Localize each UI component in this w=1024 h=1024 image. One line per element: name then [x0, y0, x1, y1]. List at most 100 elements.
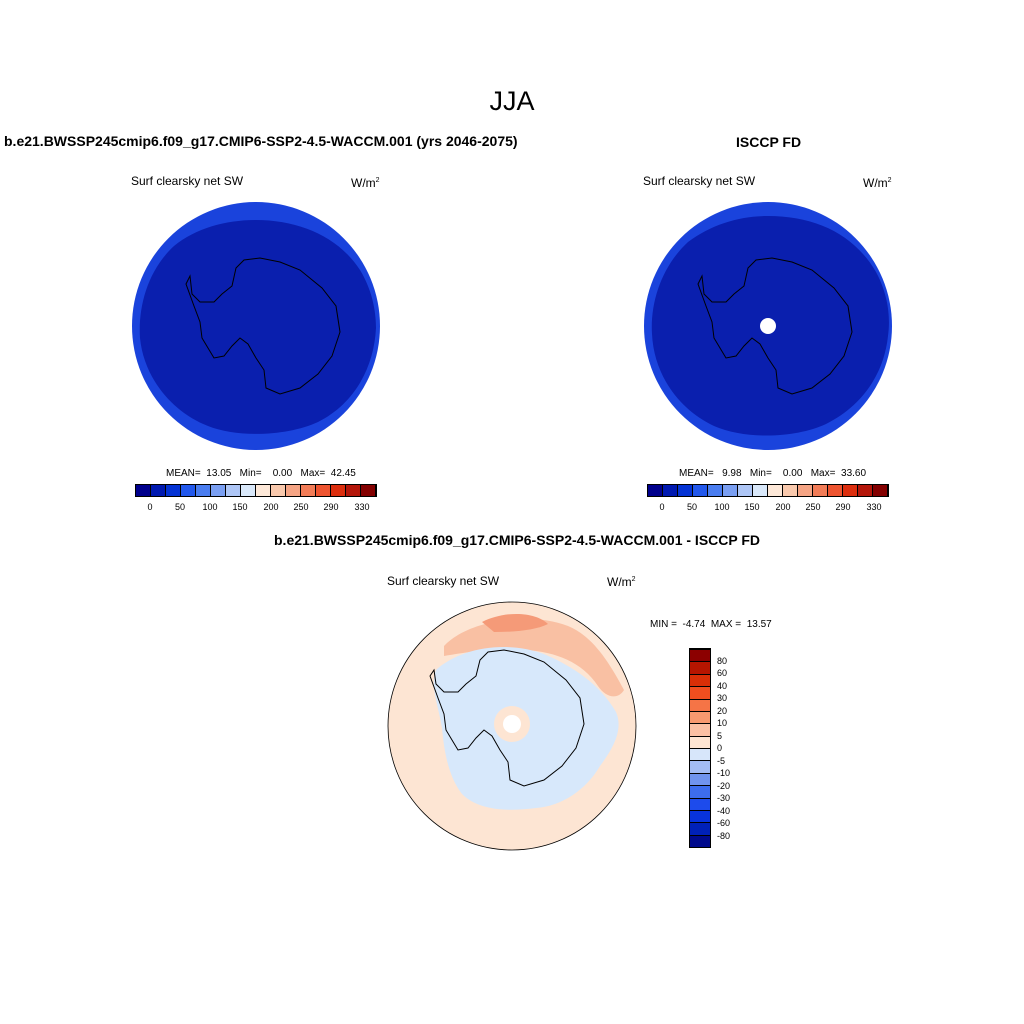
- tick-label: 150: [744, 502, 760, 512]
- diff-colorbar: [689, 648, 711, 848]
- left-antarctica-coastline: [185, 257, 341, 395]
- colorbar-swatch: [828, 485, 843, 496]
- tick-label: 100: [202, 502, 218, 512]
- tick-label: 60: [717, 668, 728, 678]
- colorbar-swatch: [690, 698, 710, 711]
- colorbar-swatch: [693, 485, 708, 496]
- right-polar-map: [644, 202, 892, 450]
- tick-label: 0: [147, 502, 153, 512]
- tick-label: -40: [717, 806, 731, 816]
- right-units-label: W/m2: [863, 176, 892, 190]
- colorbar-swatch: [690, 760, 710, 773]
- diff-panel-header: b.e21.BWSSP245cmip6.f09_g17.CMIP6-SSP2-4…: [274, 532, 761, 548]
- colorbar-swatch: [226, 485, 241, 496]
- colorbar-swatch: [690, 772, 710, 786]
- diff-polar-missing-data: [503, 715, 521, 733]
- colorbar-swatch: [690, 649, 710, 662]
- colorbar-swatch: [241, 485, 256, 496]
- colorbar-swatch: [690, 673, 710, 687]
- tick-label: 40: [717, 681, 728, 691]
- colorbar-swatch: [690, 735, 710, 748]
- diff-antarctica-coastline: [429, 649, 585, 787]
- tick-label: 200: [263, 502, 279, 512]
- colorbar-swatch: [331, 485, 346, 496]
- colorbar-swatch: [136, 485, 151, 496]
- colorbar-swatch: [783, 485, 798, 496]
- tick-label: -80: [717, 831, 731, 841]
- colorbar-swatch: [723, 485, 738, 496]
- colorbar-swatch: [708, 485, 723, 496]
- tick-label: -20: [717, 781, 731, 791]
- diff-colorbar-ticks: 80 60 40 30 20 10 5 0 -5 -10 -20 -30 -40…: [717, 648, 757, 848]
- colorbar-swatch: [843, 485, 858, 496]
- colorbar-swatch: [690, 710, 710, 724]
- right-variable-label: Surf clearsky net SW: [643, 174, 756, 188]
- colorbar-swatch: [690, 797, 710, 810]
- colorbar-swatch: [196, 485, 211, 496]
- left-map-inner-field: [139, 220, 376, 434]
- colorbar-swatch: [166, 485, 181, 496]
- tick-label: 250: [805, 502, 821, 512]
- colorbar-swatch: [690, 686, 710, 699]
- diff-positive-anomaly: [444, 618, 624, 697]
- colorbar-swatch: [690, 834, 710, 847]
- left-stats: MEAN= 13.05 Min= 0.00 Max= 42.45: [166, 468, 356, 479]
- colorbar-swatch: [690, 785, 710, 798]
- right-antarctica-coastline: [697, 257, 853, 395]
- colorbar-swatch: [690, 723, 710, 736]
- tick-label: 0: [659, 502, 665, 512]
- colorbar-swatch: [768, 485, 783, 496]
- colorbar-swatch: [690, 661, 710, 674]
- tick-label: -30: [717, 793, 731, 803]
- tick-label: -10: [717, 768, 731, 778]
- tick-label: 100: [714, 502, 730, 512]
- diff-minmax: MIN = -4.74 MAX = 13.57: [650, 619, 772, 630]
- colorbar-swatch: [798, 485, 813, 496]
- colorbar-swatch: [690, 822, 710, 835]
- tick-label: 200: [775, 502, 791, 512]
- tick-label: 330: [866, 502, 882, 512]
- colorbar-swatch: [753, 485, 768, 496]
- colorbar-swatch: [286, 485, 301, 496]
- right-stats: MEAN= 9.98 Min= 0.00 Max= 33.60: [679, 468, 867, 479]
- tick-label: -60: [717, 818, 731, 828]
- right-panel-header: ISCCP FD: [736, 134, 802, 150]
- colorbar-swatch: [181, 485, 196, 496]
- left-units-label: W/m2: [351, 176, 380, 190]
- tick-label: 10: [717, 718, 728, 728]
- figure-title: JJA: [489, 86, 535, 116]
- tick-label: 50: [686, 502, 697, 512]
- diff-variable-label: Surf clearsky net SW: [387, 574, 500, 588]
- right-polar-missing-data: [760, 318, 776, 334]
- tick-label: 20: [717, 706, 728, 716]
- colorbar-swatch: [316, 485, 331, 496]
- tick-label: -5: [717, 756, 726, 766]
- colorbar-swatch: [211, 485, 226, 496]
- tick-label: 80: [717, 656, 728, 666]
- tick-label: 290: [835, 502, 851, 512]
- tick-label: 5: [717, 731, 723, 741]
- colorbar-swatch: [151, 485, 166, 496]
- colorbar-swatch: [648, 485, 663, 496]
- tick-label: 0: [717, 743, 723, 753]
- colorbar-swatch: [663, 485, 678, 496]
- colorbar-swatch: [361, 485, 376, 496]
- tick-label: 30: [717, 693, 728, 703]
- left-colorbar-ticks: 0 50 100 150 200 250 290 330: [135, 502, 377, 514]
- right-colorbar-ticks: 0 50 100 150 200 250 290 330: [647, 502, 889, 514]
- left-variable-label: Surf clearsky net SW: [131, 174, 244, 188]
- tick-label: 250: [293, 502, 309, 512]
- colorbar-swatch: [690, 748, 710, 761]
- tick-label: 330: [354, 502, 370, 512]
- diff-polar-map: [387, 601, 637, 851]
- colorbar-swatch: [678, 485, 693, 496]
- tick-label: 150: [232, 502, 248, 512]
- colorbar-swatch: [346, 485, 361, 496]
- colorbar-swatch: [738, 485, 753, 496]
- colorbar-swatch: [690, 809, 710, 823]
- diff-units-label: W/m2: [607, 575, 636, 589]
- left-panel-header: b.e21.BWSSP245cmip6.f09_g17.CMIP6-SSP2-4…: [4, 133, 518, 149]
- right-colorbar: [647, 484, 889, 497]
- colorbar-swatch: [271, 485, 286, 496]
- colorbar-swatch: [301, 485, 316, 496]
